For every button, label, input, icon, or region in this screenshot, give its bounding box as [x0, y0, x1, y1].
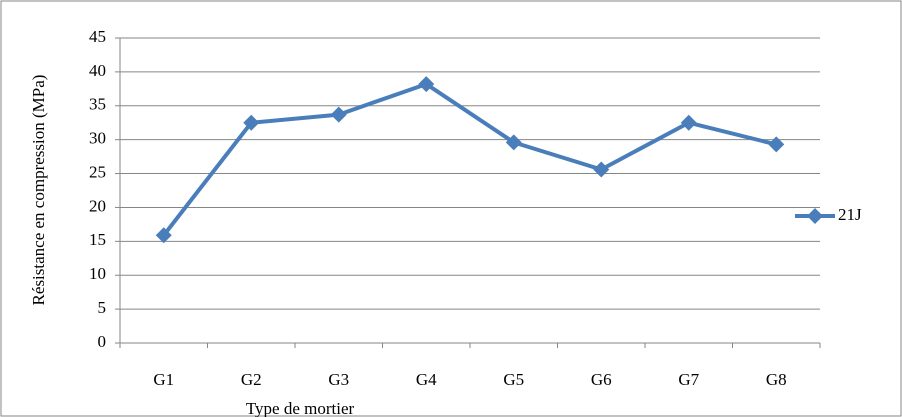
- y-tick-label: 5: [98, 298, 107, 317]
- marker: [243, 114, 260, 131]
- y-tick-label: 10: [89, 264, 106, 283]
- marker: [155, 227, 172, 244]
- legend-marker: [807, 208, 823, 224]
- x-tick-label: G4: [416, 370, 437, 389]
- y-axis-label: Résistance en compression (MPa): [29, 75, 48, 306]
- x-tick-label: G3: [328, 370, 349, 389]
- x-tick-label: G8: [766, 370, 787, 389]
- y-tick-label: 40: [89, 61, 106, 80]
- y-tick-label: 25: [89, 162, 106, 181]
- x-tick-label: G1: [153, 370, 174, 389]
- y-tick-label: 45: [89, 27, 106, 46]
- x-tick-label: G6: [591, 370, 612, 389]
- marker: [680, 114, 697, 131]
- y-tick-label: 15: [89, 230, 106, 249]
- marker: [418, 76, 435, 93]
- y-tick-label: 30: [89, 129, 106, 148]
- x-tick-label: G7: [678, 370, 699, 389]
- y-tick-label: 35: [89, 95, 106, 114]
- y-tick-label: 20: [89, 196, 106, 215]
- marker: [768, 136, 785, 153]
- marker: [505, 134, 522, 151]
- x-tick-label: G2: [241, 370, 262, 389]
- x-tick-label: G5: [503, 370, 524, 389]
- x-axis-label: Type de mortier: [246, 399, 355, 417]
- marker: [593, 161, 610, 178]
- legend-label: 21J: [838, 205, 862, 224]
- marker: [330, 106, 347, 123]
- series-line: [162, 82, 777, 237]
- y-tick-label: 0: [98, 332, 107, 351]
